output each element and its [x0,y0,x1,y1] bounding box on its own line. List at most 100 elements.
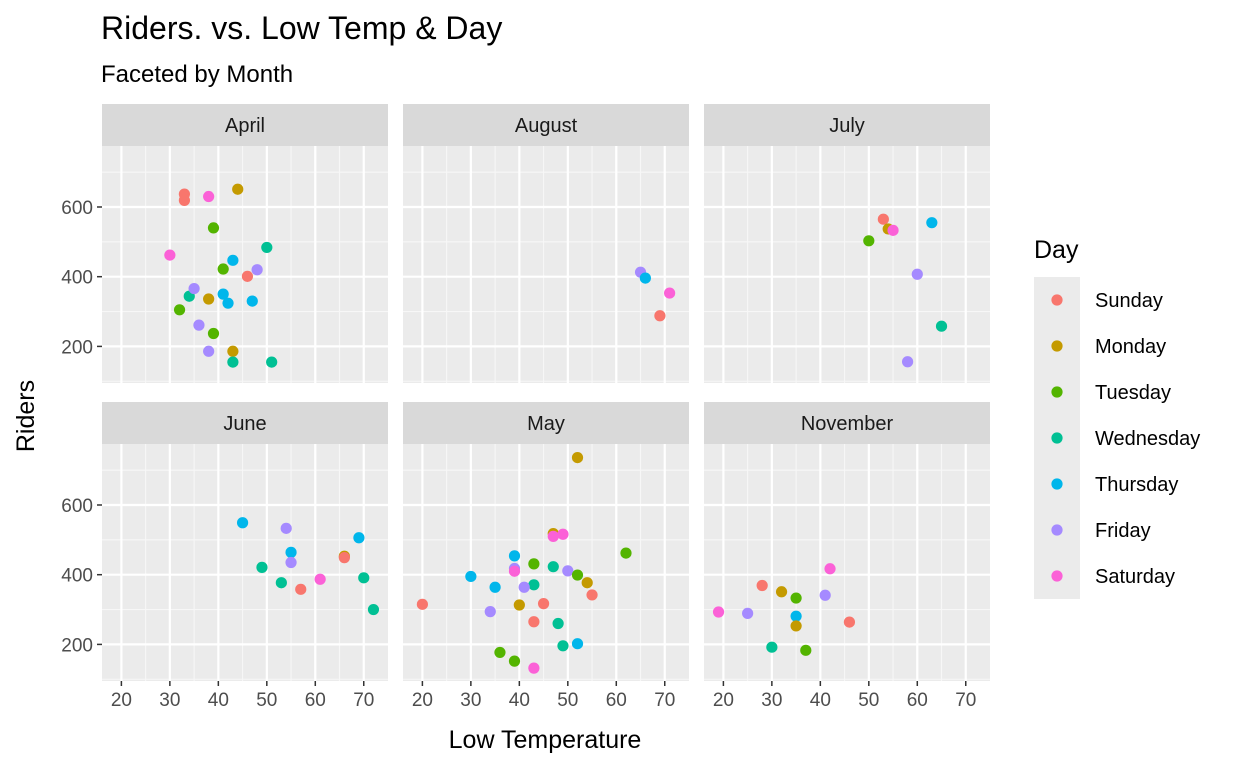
legend-label-saturday: Saturday [1095,566,1175,588]
data-point-tuesday [800,644,812,656]
legend-key-thursday [1051,478,1063,490]
data-point-tuesday [207,327,220,340]
data-point-tuesday [571,569,584,581]
legend-label-sunday: Sunday [1095,290,1163,312]
data-point-saturday [164,249,176,261]
facet-panel-april: April 200 400 600 [61,104,388,383]
data-point-wednesday [547,561,559,573]
y-axis-title: Riders [12,380,40,452]
data-point-monday [775,586,788,598]
data-point-sunday [295,583,307,595]
x-tick-label: 60 [305,690,326,711]
x-tick-label: 20 [111,690,132,711]
data-point-friday [742,607,754,619]
data-point-thursday [926,217,938,229]
data-point-friday [819,589,831,601]
x-tick-label: 50 [557,690,578,711]
data-point-monday [790,620,802,632]
data-point-friday [562,565,574,577]
x-tick-label: 30 [761,690,782,711]
data-point-friday [484,606,496,618]
data-point-friday [518,581,530,593]
x-tick-label: 70 [353,690,374,711]
legend-key-saturday [1051,570,1063,582]
x-tick-label: 70 [654,690,675,711]
data-point-friday [911,268,923,280]
data-point-friday [203,345,215,357]
x-tick-label: 20 [412,690,433,711]
facet-strip [403,402,689,444]
data-point-thursday [222,297,234,309]
data-point-wednesday [935,320,948,332]
data-point-thursday [353,532,365,544]
facet-panel-july: July [704,104,990,383]
legend-label-monday: Monday [1095,336,1166,358]
legend-items: Sunday Monday Tuesday Wednesday Thursday Frid… [1051,290,1200,588]
data-point-saturday [203,190,215,203]
data-point-thursday [489,581,501,593]
data-point-monday [571,451,584,464]
data-point-thursday [217,288,229,300]
legend: Day Sunday Monday Tuesday Wednesday Thursday… [1034,236,1200,599]
facet-panel-november: November 20 30 40 50 60 70 [704,402,990,711]
data-point-tuesday [494,646,506,659]
data-point-wednesday [261,241,273,254]
x-tick-label: 40 [509,690,530,711]
data-point-saturday [664,287,676,299]
facet-panel-june: June 200 400 600 20 30 40 50 60 70 [61,402,388,711]
data-point-wednesday [557,640,569,652]
data-point-tuesday [790,592,802,604]
data-point-wednesday [766,641,778,653]
data-point-monday [203,293,215,305]
facet-strip [403,104,689,146]
panel-background [704,146,990,383]
data-point-saturday [508,565,521,577]
data-point-friday [280,522,292,534]
data-point-sunday [178,194,191,206]
x-tick-label: 70 [955,690,976,711]
facet-strip [102,402,388,444]
facet-strip [704,104,990,146]
data-point-wednesday [275,577,287,589]
data-point-wednesday [358,572,370,584]
legend-label-wednesday: Wednesday [1095,428,1200,450]
legend-key-friday [1051,524,1063,536]
legend-key-tuesday [1051,386,1063,398]
data-point-sunday [877,213,889,225]
y-tick-label: 600 [61,198,93,219]
data-point-sunday [241,270,254,282]
x-tick-label: 30 [460,690,481,711]
legend-label-thursday: Thursday [1095,474,1178,496]
data-point-sunday [756,579,768,592]
facet-strip-label: July [829,115,865,137]
data-point-tuesday [528,558,540,570]
data-point-sunday [338,552,350,564]
facet-panels: April 200 400 600 August July June 200 400 600 20 3… [61,104,990,711]
chart-subtitle: Faceted by Month [101,61,293,88]
facet-strip-label: April [225,115,265,137]
data-point-sunday [528,616,540,628]
panel-background [704,444,990,681]
panel-background [403,444,689,681]
data-point-saturday [712,606,725,618]
legend-label-friday: Friday [1095,520,1151,542]
legend-key-sunday [1051,294,1063,306]
x-tick-label: 30 [159,690,180,711]
legend-label-tuesday: Tuesday [1095,382,1171,404]
x-tick-label: 50 [858,690,879,711]
facet-panel-august: August [403,104,689,383]
data-point-thursday [639,272,651,284]
data-point-sunday [537,598,550,610]
data-point-tuesday [207,222,220,234]
data-point-saturday [557,528,569,540]
data-point-friday [285,556,297,569]
x-tick-label: 40 [810,690,831,711]
x-tick-label: 40 [208,690,229,711]
data-point-thursday [227,254,239,266]
data-point-wednesday [528,579,540,591]
data-point-monday [232,183,244,195]
panel-background [102,444,388,681]
data-point-saturday [314,573,326,585]
data-point-wednesday [256,561,268,573]
